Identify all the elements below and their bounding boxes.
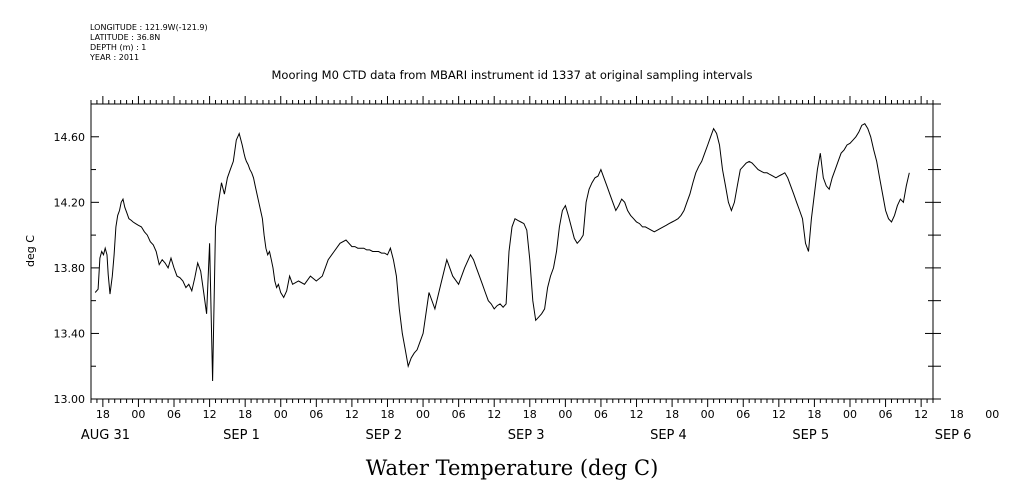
x-tick-label: 12 [630,408,644,421]
x-tick-label: 00 [274,408,288,421]
latitude-label: LATITUDE : 36.8N [90,33,160,42]
x-tick-label: 12 [345,408,359,421]
chart-title: Mooring M0 CTD data from MBARI instrumen… [272,68,753,82]
y-axis-label: deg C [24,235,37,267]
date-label: AUG 31 [81,428,130,443]
year-label: YEAR : 2011 [89,53,139,62]
x-tick-label: 18 [523,408,537,421]
x-tick-label: 00 [701,408,715,421]
tick-marks [90,96,941,407]
x-tick-label: 18 [380,408,394,421]
x-tick-label: 06 [167,408,181,421]
header-info: LONGITUDE : 121.9W(-121.9) LATITUDE : 36… [89,23,208,62]
x-tick-label: 06 [309,408,323,421]
x-tick-label: 18 [807,408,821,421]
series-line [94,123,910,382]
x-tick-label: 18 [665,408,679,421]
date-label: SEP 6 [935,428,972,443]
x-tick-label: 18 [96,408,110,421]
plot-frame [90,103,934,400]
y-tick-label: 13.40 [54,327,86,340]
date-label: SEP 5 [792,428,829,443]
x-tick-label: 06 [452,408,466,421]
y-tick-label: 14.20 [54,196,86,209]
x-tick-label: 12 [772,408,786,421]
x-tick-label: 12 [914,408,928,421]
x-tick-label: 12 [487,408,501,421]
y-tick-label: 13.80 [54,262,86,275]
longitude-label: LONGITUDE : 121.9W(-121.9) [90,23,208,32]
date-label: SEP 3 [508,428,545,443]
temperature-series [94,123,910,382]
x-tick-label: 00 [416,408,430,421]
x-axis-label: Water Temperature (deg C) [366,456,659,480]
x-tick-label: 00 [131,408,145,421]
y-tick-label: 13.00 [54,393,86,406]
x-tick-label: 06 [736,408,750,421]
x-tick-label: 06 [594,408,608,421]
date-label: SEP 2 [365,428,402,443]
y-tick-label: 14.60 [54,131,86,144]
date-label: SEP 4 [650,428,687,443]
x-tick-label: 00 [985,408,999,421]
x-tick-labels: 18 00 06 12 18 00 06 12 18 00 06 12 18 00 06 12 18 00 06 12… [96,408,999,421]
depth-label: DEPTH (m) : 1 [90,43,146,52]
x-tick-label: 00 [558,408,572,421]
x-tick-label: 12 [203,408,217,421]
x-tick-label: 18 [238,408,252,421]
x-tick-label: 00 [843,408,857,421]
x-tick-label: 18 [950,408,964,421]
x-tick-label: 06 [879,408,893,421]
date-label: SEP 1 [223,428,260,443]
y-tick-labels: 13.00 13.40 13.80 14.20 14.60 [54,131,86,406]
